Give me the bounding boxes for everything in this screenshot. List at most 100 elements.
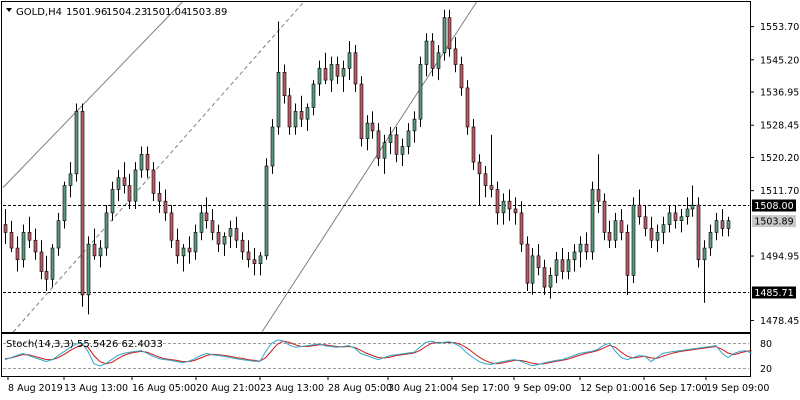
candle-body	[311, 83, 316, 108]
candle	[685, 197, 690, 225]
candle	[252, 248, 257, 276]
candle	[3, 208, 8, 245]
candle-body	[86, 243, 91, 296]
candle	[631, 197, 636, 284]
candle	[305, 103, 310, 131]
candle	[400, 138, 405, 167]
candle-body	[92, 243, 97, 257]
candle	[287, 87, 292, 135]
stoch-level-label: 20	[760, 364, 772, 375]
candle	[483, 166, 488, 198]
candle-body	[193, 232, 198, 253]
candle	[169, 205, 174, 249]
candle	[282, 64, 287, 104]
candle-body	[584, 243, 589, 253]
candle-body	[436, 52, 441, 69]
candle-body	[157, 193, 162, 202]
candle-body	[661, 224, 666, 233]
candle	[74, 103, 79, 182]
candle-body	[607, 232, 612, 241]
candle	[9, 220, 14, 252]
candle	[566, 251, 571, 280]
candle	[673, 205, 678, 229]
time-axis: 8 Aug 2019 13 Aug 13:00 16 Aug 05:00 20 Aug…	[7, 376, 769, 394]
x-tick-label: 8 Aug 2019	[8, 383, 63, 394]
candle	[590, 181, 595, 260]
stoch-label: Stoch(14,3,3) 55.5426 62.4033	[6, 339, 163, 350]
candle	[726, 216, 731, 237]
ohlc-open: 1501.96	[66, 7, 107, 18]
candle-body	[110, 189, 115, 214]
candle-body	[169, 212, 174, 241]
candle	[436, 44, 441, 81]
candle	[204, 197, 209, 229]
candle-body	[234, 228, 239, 241]
candle	[240, 232, 245, 260]
candle-body	[667, 212, 672, 225]
candle	[602, 193, 607, 241]
candle	[637, 189, 642, 225]
candle-body	[145, 154, 150, 171]
candle	[530, 248, 535, 295]
candle	[376, 123, 381, 167]
candle	[382, 134, 387, 174]
candle	[293, 103, 298, 135]
candle-body	[542, 267, 547, 288]
candle-body	[133, 169, 138, 202]
candle	[216, 224, 221, 252]
channel-lines[interactable]	[2, 1, 477, 333]
x-tick-label: 28 Aug 05:00	[328, 383, 392, 394]
candle-body	[714, 220, 719, 233]
horizontal-levels[interactable]: 1508.00 1485.71	[3, 199, 796, 300]
candle-body	[80, 111, 85, 296]
candle-body	[21, 232, 26, 261]
candle	[199, 205, 204, 241]
candle	[151, 162, 156, 202]
candles	[3, 9, 731, 315]
candle	[679, 208, 684, 233]
candle-body	[430, 40, 435, 69]
candle-body	[370, 122, 375, 132]
candle	[122, 162, 127, 194]
level-label-box-2	[752, 286, 796, 299]
candle-body	[305, 107, 310, 120]
candle-body	[127, 185, 132, 202]
candle-body	[525, 243, 530, 284]
candle-body	[459, 64, 464, 89]
candle-body	[560, 259, 565, 272]
channel-line-2	[12, 1, 305, 333]
candle-body	[74, 111, 79, 175]
ohlc-low: 1501.04	[146, 7, 187, 18]
candle-body	[199, 212, 204, 233]
candle	[406, 123, 411, 155]
candle-body	[708, 232, 713, 249]
candle-body	[578, 243, 583, 253]
candle-body	[424, 40, 429, 65]
candle	[62, 181, 67, 229]
candle	[513, 197, 518, 225]
candle-body	[572, 251, 577, 261]
candle	[193, 224, 198, 260]
candle	[27, 216, 32, 249]
candle-body	[287, 95, 292, 128]
candle-body	[347, 52, 352, 69]
candle	[542, 259, 547, 295]
candle	[560, 248, 565, 280]
x-tick-label: 4 Sep 17:00	[452, 383, 509, 394]
candle	[370, 111, 375, 139]
candle	[317, 60, 322, 96]
candle-body	[631, 204, 636, 276]
candle	[596, 154, 601, 213]
candle	[702, 240, 707, 303]
candle-body	[299, 111, 304, 120]
candle-body	[726, 220, 731, 229]
candle-body	[536, 255, 541, 268]
candle	[459, 56, 464, 96]
y-tick-label: 1553.70	[760, 22, 799, 33]
candle-body	[471, 126, 476, 163]
current-price-label: 1503.89	[754, 217, 793, 228]
candle-body	[394, 134, 399, 155]
collapse-triangle-icon[interactable]	[6, 8, 12, 12]
candle	[116, 169, 121, 202]
